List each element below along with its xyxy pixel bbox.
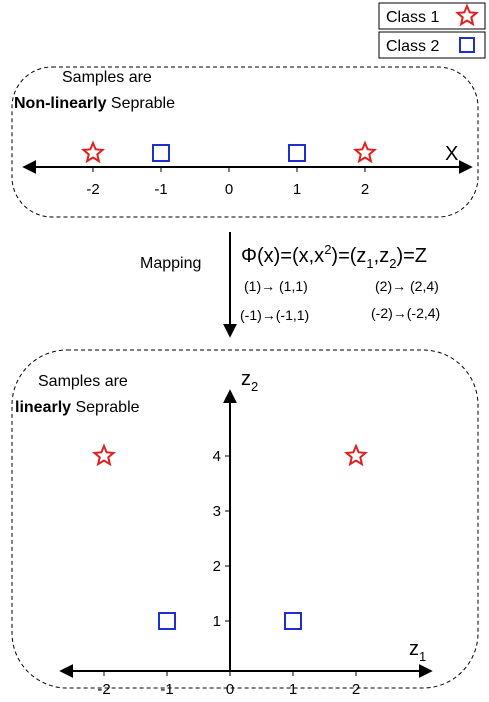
z1-tick-label: 0 <box>226 681 234 698</box>
z1-axis-label: z1 <box>409 638 426 664</box>
z2-tick-label: 4 <box>213 448 221 465</box>
bottom-sample-square-icon <box>158 612 176 630</box>
bottom-sample-star-icon <box>92 443 116 467</box>
legend-item-class2-box <box>378 31 486 59</box>
mapping-section: Mapping Φ(x)=(x,x2)=(z1,z2)=Z (1)→ (1,1)… <box>140 232 440 338</box>
top-caption-line1: Samples are <box>62 69 152 86</box>
top-axis-label: X <box>445 143 458 165</box>
mapping-example-4: (-2)→(-2,4) <box>371 305 440 321</box>
top-sample-square-icon <box>288 144 306 162</box>
bottom-sample-group <box>92 443 368 630</box>
top-tick-label: -2 <box>86 181 99 198</box>
legend-item-class1-label: Class 1 <box>386 9 439 26</box>
top-tick-label: 1 <box>293 181 301 198</box>
top-sample-star-icon <box>353 140 377 164</box>
top-tick-label: -1 <box>154 181 167 198</box>
mapping-label: Mapping <box>140 255 201 272</box>
top-tick-label: 2 <box>361 181 369 198</box>
z1-tick-label: -2 <box>97 681 110 698</box>
bottom-caption-line1: Samples are <box>38 373 128 390</box>
top-panel-frame <box>11 66 479 218</box>
top-sample-group <box>81 140 377 164</box>
legend: Class 1 Class 2 <box>378 2 486 59</box>
top-panel: Samples are Non-linearly Seprable X -2 -1… <box>11 66 479 218</box>
z1-tick-label: 1 <box>289 681 297 698</box>
legend-square-icon <box>459 37 475 53</box>
bottom-panel-frame <box>11 349 479 689</box>
z2-tick-label: 3 <box>213 503 221 520</box>
z2-axis-label: z2 <box>241 368 258 394</box>
bottom-sample-square-icon <box>284 612 302 630</box>
z1-tick-label: 2 <box>352 681 360 698</box>
mapping-example-3: (-1)→(-1,1) <box>240 307 309 323</box>
mapping-example-2: (2)→ (2,4) <box>375 278 439 294</box>
top-caption-line2: Non-linearly Seprable <box>14 95 175 112</box>
bottom-tick-group: -2 -1 0 1 2 1 2 3 4 <box>97 448 360 698</box>
bottom-sample-star-icon <box>344 443 368 467</box>
z2-tick-label: 2 <box>213 558 221 575</box>
top-tick-label: 0 <box>225 181 233 198</box>
top-sample-square-icon <box>152 144 170 162</box>
legend-item-class2-label: Class 2 <box>386 38 439 55</box>
bottom-caption-line2: linearly Seprable <box>15 399 140 416</box>
mapping-example-1: (1)→ (1,1) <box>244 278 308 294</box>
bottom-panel: Samples are linearly Seprable z1 z2 -2 -1… <box>11 349 479 698</box>
top-tick-group: -2 -1 0 1 2 <box>86 167 369 198</box>
mapping-formula: Φ(x)=(x,x2)=(z1,z2)=Z <box>241 242 427 271</box>
top-sample-star-icon <box>81 140 105 164</box>
z2-tick-label: 1 <box>213 613 221 630</box>
legend-star-icon <box>455 3 479 27</box>
z1-tick-label: -1 <box>160 681 173 698</box>
